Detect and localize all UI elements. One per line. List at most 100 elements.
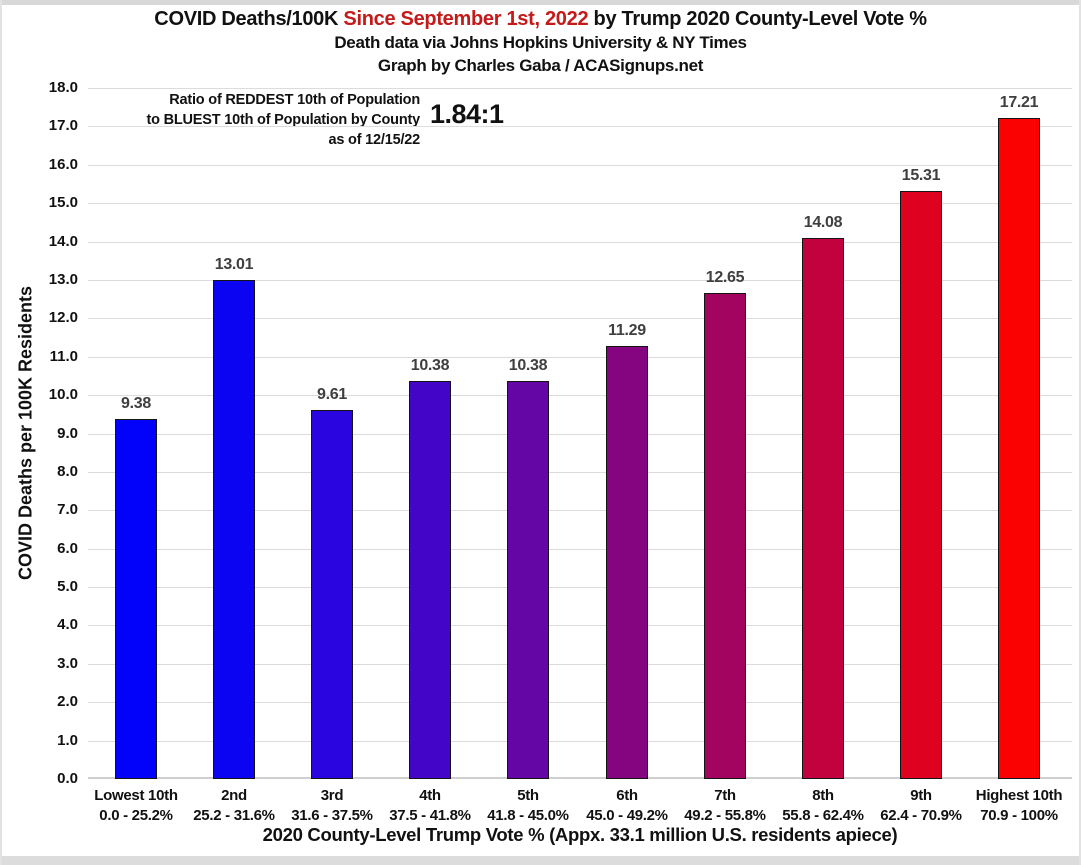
page-title-part2: by Trump 2020 County-Level Vote % xyxy=(588,8,927,30)
bar-value-label: 10.38 xyxy=(508,357,548,374)
gridline xyxy=(88,702,1072,703)
gridline xyxy=(88,318,1072,319)
x-tick-category: 2nd xyxy=(221,787,247,804)
window-edge-top xyxy=(0,0,1081,5)
x-axis-ticks: Lowest 10th 0.0 - 25.2% 2nd 25.2 - 31.6% 3rd… xyxy=(88,786,1072,828)
gridline xyxy=(88,88,1072,89)
bar-lowest-10th xyxy=(115,419,157,779)
ratio-value: 1.84:1 xyxy=(430,99,504,129)
x-tick-label: 8th 55.8 - 62.4% xyxy=(763,786,883,826)
x-tick-label: 2nd 25.2 - 31.6% xyxy=(174,786,294,826)
y-tick-label: 11.0 xyxy=(49,347,78,365)
plot-area: 9.38 13.01 9.61 10.38 10.38 11.29 12.65 14.08 15… xyxy=(88,88,1072,779)
bar-value-label: 9.38 xyxy=(121,395,151,412)
bar-value-label: 9.61 xyxy=(317,386,347,403)
gridline xyxy=(88,664,1072,665)
window-edge-left xyxy=(0,0,2,865)
page-title-highlight: Since September 1st, 2022 xyxy=(343,8,589,30)
x-tick-label: 7th 49.2 - 55.8% xyxy=(665,786,785,826)
x-tick-category: Highest 10th xyxy=(975,787,1063,804)
x-tick-range: 55.8 - 62.4% xyxy=(782,807,864,824)
bar-value-label: 13.01 xyxy=(214,256,254,273)
x-tick-category: 5th xyxy=(517,787,539,804)
bar-2nd xyxy=(213,280,255,779)
x-tick-range: 62.4 - 70.9% xyxy=(880,807,962,824)
y-tick-label: 0.0 xyxy=(57,770,78,787)
window-edge-right xyxy=(1079,0,1081,865)
x-tick-category: Lowest 10th xyxy=(94,787,178,804)
bar-3rd xyxy=(311,410,353,779)
x-tick-label: Highest 10th 70.9 - 100% xyxy=(959,786,1079,826)
y-tick-label: 13.0 xyxy=(48,270,78,288)
bar-value-label: 17.21 xyxy=(999,94,1039,111)
x-tick-label: 3rd 31.6 - 37.5% xyxy=(272,786,392,826)
gridline xyxy=(88,126,1072,127)
x-tick-category: 7th xyxy=(714,787,736,804)
y-tick-label: 10.0 xyxy=(48,386,78,404)
x-tick-label: 6th 45.0 - 49.2% xyxy=(567,786,687,826)
y-tick-label: 3.0 xyxy=(57,654,78,672)
x-tick-range: 25.2 - 31.6% xyxy=(193,807,275,824)
page-title-part1: COVID Deaths/100K xyxy=(154,8,344,30)
x-tick-label: Lowest 10th 0.0 - 25.2% xyxy=(76,786,196,826)
bar-4th xyxy=(409,381,451,779)
gridline xyxy=(88,165,1072,166)
bar-7th xyxy=(704,293,746,779)
page-credit: Graph by Charles Gaba / ACASignups.net xyxy=(377,56,704,75)
gridline xyxy=(88,280,1072,281)
gridline xyxy=(88,741,1072,742)
y-tick-label: 14.0 xyxy=(48,232,78,250)
y-tick-label: 4.0 xyxy=(57,616,78,634)
x-tick-label: 5th 41.8 - 45.0% xyxy=(468,786,588,826)
y-tick-label: 1.0 xyxy=(57,731,78,749)
gridline xyxy=(88,242,1072,243)
gridline xyxy=(88,625,1072,626)
gridline xyxy=(88,434,1072,435)
gridline xyxy=(88,510,1072,511)
page-subtitle: Death data via Johns Hopkins University … xyxy=(334,33,747,52)
bar-value-label: 15.31 xyxy=(901,167,941,184)
gridline xyxy=(88,472,1072,473)
bar-5th xyxy=(507,381,549,779)
gridline xyxy=(88,587,1072,588)
y-tick-label: 6.0 xyxy=(57,539,78,557)
ratio-annotation-line2: to BLUEST 10th of Population by County xyxy=(146,112,420,128)
bar-value-label: 10.38 xyxy=(410,357,450,374)
x-tick-category: 6th xyxy=(616,787,638,804)
bar-value-label: 12.65 xyxy=(705,269,745,286)
gridline xyxy=(88,203,1072,204)
ratio-annotation-line3: as of 12/15/22 xyxy=(328,132,420,148)
bar-value-label: 14.08 xyxy=(803,214,843,231)
x-tick-category: 9th xyxy=(910,787,932,804)
bar-6th xyxy=(606,346,648,779)
y-tick-label: 7.0 xyxy=(57,501,78,519)
x-tick-category: 8th xyxy=(812,787,834,804)
y-tick-label: 8.0 xyxy=(57,462,78,480)
y-tick-label: 2.0 xyxy=(57,693,78,711)
x-tick-label: 4th 37.5 - 41.8% xyxy=(370,786,490,826)
bar-8th xyxy=(802,238,844,779)
x-axis-title: 2020 County-Level Trump Vote % (Appx. 33… xyxy=(262,824,898,845)
x-tick-range: 37.5 - 41.8% xyxy=(389,807,471,824)
y-tick-label: 16.0 xyxy=(48,155,78,173)
x-tick-range: 0.0 - 25.2% xyxy=(99,807,173,824)
ratio-annotation: Ratio of REDDEST 10th of Population to B… xyxy=(118,90,420,150)
y-tick-label: 5.0 xyxy=(57,578,78,596)
window-edge-bottom xyxy=(0,856,1081,865)
x-tick-category: 4th xyxy=(419,787,441,804)
y-tick-label: 17.0 xyxy=(48,117,78,135)
x-tick-label: 9th 62.4 - 70.9% xyxy=(861,786,981,826)
x-tick-range: 31.6 - 37.5% xyxy=(291,807,373,824)
gridline xyxy=(88,395,1072,396)
bar-value-label: 11.29 xyxy=(608,322,646,339)
x-tick-range: 41.8 - 45.0% xyxy=(487,807,569,824)
page-title: COVID Deaths/100K Since September 1st, 2… xyxy=(0,8,1081,31)
y-tick-label: 18.0 xyxy=(48,79,78,96)
gridline xyxy=(88,357,1072,358)
x-axis-baseline xyxy=(88,777,1072,779)
x-tick-range: 70.9 - 100% xyxy=(980,807,1058,824)
x-tick-range: 45.0 - 49.2% xyxy=(586,807,668,824)
y-tick-label: 15.0 xyxy=(48,194,78,212)
bar-highest-10th xyxy=(998,118,1040,779)
